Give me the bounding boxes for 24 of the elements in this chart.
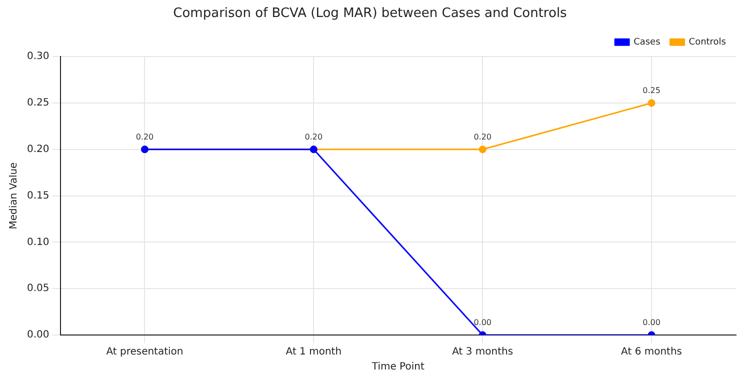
data-label: 0.20	[136, 132, 154, 142]
data-label: 0.20	[474, 132, 492, 142]
legend-label: Cases	[634, 37, 661, 48]
data-label: 0.00	[642, 318, 660, 328]
y-tick-label: 0.15	[27, 190, 50, 202]
x-tick-label: At 1 month	[286, 346, 342, 358]
data-label: 0.20	[304, 132, 323, 142]
chart-title: Comparison of BCVA (Log MAR) between Cases and Controls	[173, 6, 568, 22]
legend-label: Controls	[688, 37, 726, 48]
y-axis-title: Median Value	[8, 162, 20, 230]
x-tick-label: At 3 months	[452, 346, 514, 358]
x-axis-title: Time Point	[370, 362, 424, 373]
point	[648, 99, 656, 107]
data-label: 0.25	[642, 86, 660, 96]
y-tick-label: 0.25	[27, 98, 50, 109]
x-tick-label: At presentation	[106, 346, 184, 358]
y-tick-label: 0.05	[27, 283, 50, 294]
x-tick-label: At 6 months	[621, 346, 682, 358]
data-label: 0.00	[474, 318, 492, 328]
y-tick-label: 0.00	[27, 330, 50, 341]
point	[478, 146, 486, 154]
y-tick-label: 0.10	[27, 236, 50, 248]
y-tick-label: 0.30	[27, 51, 50, 62]
y-tick-label: 0.20	[27, 144, 50, 155]
